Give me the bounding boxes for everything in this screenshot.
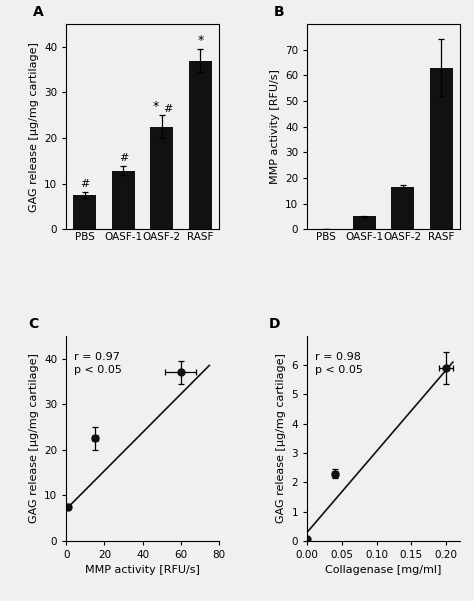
- Bar: [150, 127, 173, 229]
- Text: #: #: [118, 153, 128, 163]
- Text: #: #: [80, 179, 90, 189]
- Text: B: B: [274, 5, 284, 19]
- Bar: [391, 187, 414, 229]
- Bar: [430, 68, 453, 229]
- Bar: [73, 195, 96, 229]
- Bar: [189, 61, 212, 229]
- Text: r = 0.98
p < 0.05: r = 0.98 p < 0.05: [315, 352, 363, 376]
- Text: C: C: [28, 317, 38, 331]
- Text: D: D: [269, 317, 281, 331]
- Text: *: *: [197, 34, 203, 47]
- Text: #: #: [163, 104, 173, 114]
- Y-axis label: MMP activity [RFU/s]: MMP activity [RFU/s]: [270, 69, 280, 184]
- X-axis label: MMP activity [RFU/s]: MMP activity [RFU/s]: [85, 566, 200, 576]
- Y-axis label: GAG release [μg/mg cartilage]: GAG release [μg/mg cartilage]: [28, 353, 39, 523]
- Bar: [353, 216, 376, 229]
- X-axis label: Collagenase [mg/ml]: Collagenase [mg/ml]: [325, 566, 442, 576]
- Text: *: *: [153, 100, 159, 113]
- Bar: [112, 171, 135, 229]
- Text: r = 0.97
p < 0.05: r = 0.97 p < 0.05: [74, 352, 122, 376]
- Y-axis label: GAG release [μg/mg cartilage]: GAG release [μg/mg cartilage]: [276, 353, 286, 523]
- Text: A: A: [33, 5, 44, 19]
- Y-axis label: GAG release [μg/mg cartilage]: GAG release [μg/mg cartilage]: [28, 41, 39, 212]
